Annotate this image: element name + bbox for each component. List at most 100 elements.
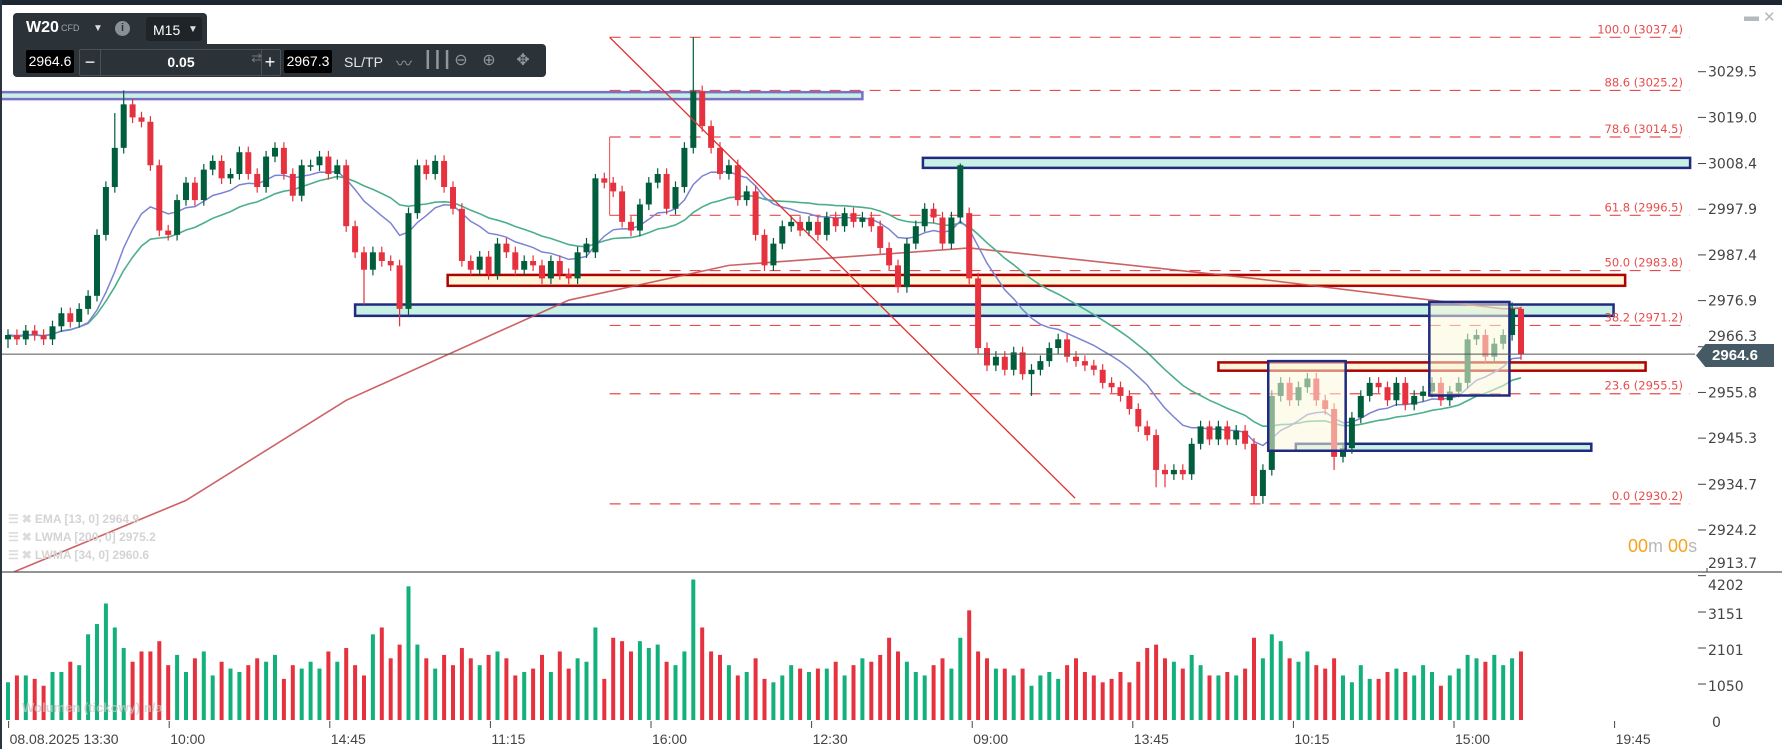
- buy-price-button[interactable]: 2967.3: [284, 50, 332, 73]
- volume-bar: [620, 641, 625, 720]
- overlay-zones[interactable]: [1266, 300, 1511, 453]
- bearish-candle: [1108, 377, 1115, 393]
- volume-bar: [949, 668, 954, 720]
- volume-bar: [1189, 654, 1194, 720]
- volume-bar: [878, 654, 883, 720]
- candle-body: [209, 160, 216, 170]
- remove-icon[interactable]: ✖: [21, 512, 32, 526]
- price-axis[interactable]: 3029.5 3019.0 3008.4 2997.9 2987.4 2976.9 2966…: [1698, 65, 1757, 577]
- candle-body: [1081, 361, 1088, 366]
- volume-bar: [1225, 672, 1230, 720]
- candle-body: [102, 187, 109, 235]
- drawing-zones[interactable]: [0, 90, 1692, 453]
- swap-icon[interactable]: ⇄: [251, 50, 262, 65]
- bearish-candle: [610, 177, 617, 198]
- symbol-name[interactable]: W20: [26, 19, 59, 36]
- menu-icon[interactable]: ☰: [8, 512, 19, 526]
- legend-ema13[interactable]: ☰ ✖ EMA [13, 0] 2964.9: [8, 512, 139, 526]
- volume-axis-label: 1050: [1708, 679, 1744, 695]
- candle-body: [1357, 395, 1364, 418]
- increase-quantity-button[interactable]: +: [264, 52, 276, 72]
- volume-bar: [1198, 665, 1203, 720]
- minimize-icon[interactable]: ▬: [1744, 8, 1759, 25]
- time-axis-label: 10:00: [170, 731, 205, 747]
- volume-bar: [851, 665, 856, 720]
- volume-bar: [718, 654, 722, 720]
- volume-bar: [6, 682, 10, 720]
- candle-body: [636, 204, 643, 231]
- quantity-stepper[interactable]: − 0.05 ⇄ +: [79, 49, 281, 76]
- decrease-quantity-button[interactable]: −: [84, 52, 96, 72]
- trendline[interactable]: [609, 36, 1076, 499]
- bullish-candle: [200, 163, 207, 206]
- volume-bar: [468, 658, 473, 720]
- window-left-border: [0, 0, 2, 749]
- menu-icon[interactable]: ☰: [8, 548, 19, 562]
- bullish-candle: [654, 168, 661, 189]
- fibonacci-retracement[interactable]: 100.0 (3037.4) 88.6 (3025.2) 78.6 (3014.5)…: [609, 22, 1690, 505]
- candlestick-icon[interactable]: ┃┃┃: [423, 52, 452, 69]
- remove-icon[interactable]: ✖: [21, 530, 32, 544]
- candle-body: [254, 173, 261, 188]
- quantity-input[interactable]: 0.05: [100, 50, 262, 75]
- price-axis-label: 2997.9: [1708, 202, 1757, 218]
- volume-bar: [415, 644, 420, 720]
- volume-bar: [593, 627, 598, 720]
- candle-body: [957, 165, 964, 218]
- candle-body: [458, 208, 465, 262]
- candle-body: [200, 169, 207, 201]
- sell-price-button[interactable]: 2964.6: [26, 50, 74, 73]
- timeframe-select[interactable]: M15 ▼: [146, 17, 202, 41]
- line-chart-icon[interactable]: 〰: [395, 56, 412, 73]
- candle-body: [289, 173, 296, 196]
- info-icon[interactable]: i: [115, 21, 130, 36]
- symbol-dropdown-icon[interactable]: ▼: [93, 23, 103, 34]
- candle-body: [467, 261, 474, 270]
- legend-lwma200[interactable]: ☰ ✖ LWMA [200, 0] 2975.2: [8, 530, 156, 544]
- candle-body: [334, 165, 341, 174]
- volume-bar: [824, 668, 829, 720]
- support-zone[interactable]: [353, 303, 1615, 318]
- volume-bar: [1029, 685, 1034, 720]
- candle-body: [725, 165, 732, 174]
- resistance-zone[interactable]: [1266, 359, 1347, 453]
- time-axis[interactable]: 08.08.2025 13:30 10:00 14:45 11:15 16:00 12:3…: [8, 568, 1708, 747]
- candle-body: [227, 173, 234, 179]
- volume-bar: [370, 634, 375, 720]
- volume-bar: [1047, 672, 1052, 720]
- legend-lwma34[interactable]: ☰ ✖ LWMA [34, 0] 2960.6: [8, 548, 149, 562]
- volume-bar: [246, 665, 251, 720]
- support-zone[interactable]: [0, 90, 864, 101]
- volume-bar: [50, 672, 55, 720]
- sl-tp-button[interactable]: SL/TP: [344, 54, 383, 70]
- legend-label: LWMA [34, 0] 2960.6: [34, 548, 150, 562]
- move-icon[interactable]: ✥: [516, 52, 530, 69]
- resistance-zone[interactable]: [446, 273, 1627, 288]
- volume-bar: [629, 651, 633, 720]
- candle-body: [601, 178, 608, 183]
- zoom-in-icon[interactable]: ⊕: [482, 52, 496, 69]
- close-icon[interactable]: ✕: [1763, 9, 1776, 26]
- volume-bar: [1145, 648, 1150, 720]
- candle-body: [396, 265, 403, 309]
- volume-bar: [522, 672, 527, 720]
- resistance-zone[interactable]: [1428, 300, 1511, 397]
- bearish-candle: [868, 211, 875, 232]
- candle-body: [280, 147, 287, 174]
- candle-body: [752, 191, 759, 235]
- bearish-candle: [129, 98, 136, 124]
- menu-icon[interactable]: ☰: [8, 530, 19, 544]
- zoom-out-icon[interactable]: ⊖: [454, 52, 468, 69]
- volume-bar: [406, 586, 411, 720]
- candle-body: [850, 213, 857, 222]
- volume-bar: [175, 654, 180, 720]
- volume-bar: [1118, 672, 1123, 720]
- bearish-candle: [156, 159, 163, 237]
- remove-icon[interactable]: ✖: [21, 548, 32, 562]
- bullish-candle: [1366, 377, 1373, 402]
- support-zone[interactable]: [921, 156, 1692, 170]
- bullish-candle: [85, 290, 92, 315]
- candle-body: [966, 213, 973, 279]
- volume-bar: [166, 665, 171, 720]
